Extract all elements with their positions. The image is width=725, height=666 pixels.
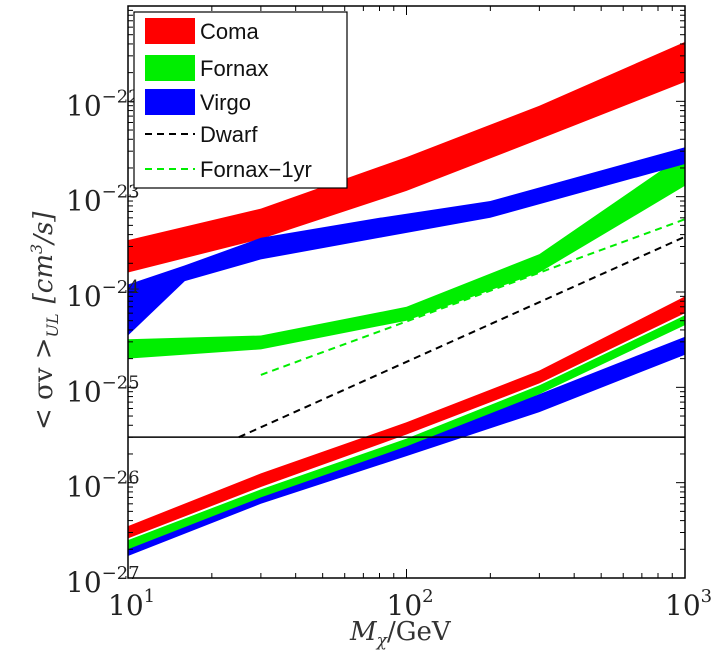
x-axis-title-main: M bbox=[349, 617, 378, 647]
legend-label-virgo: Virgo bbox=[200, 90, 251, 115]
x-tick-label-exp: 2 bbox=[422, 586, 433, 607]
band-virgo-2 bbox=[128, 147, 685, 336]
legend: Coma Fornax Virgo Dwarf Fornax−1yr bbox=[133, 11, 348, 189]
y-tick-label: 10−23 bbox=[66, 182, 140, 218]
y-tick-label-exp: −26 bbox=[102, 468, 140, 489]
x-tick-label: 102 bbox=[387, 586, 434, 622]
line-fornax-1yr bbox=[260, 218, 686, 376]
y-tick-label-base: 10 bbox=[66, 280, 102, 313]
x-tick-label-base: 10 bbox=[387, 589, 423, 622]
plot-frame bbox=[127, 5, 686, 579]
y-tick-label: 10−26 bbox=[66, 468, 140, 504]
y-axis-title-units-tail: /s] bbox=[29, 211, 59, 247]
legend-swatch-fornax bbox=[145, 55, 195, 81]
band-fornax-5 bbox=[128, 315, 685, 550]
y-tick-label: 10−22 bbox=[66, 86, 140, 122]
y-axis-title-sub: UL bbox=[43, 313, 62, 337]
legend-swatch-coma bbox=[145, 18, 195, 44]
y-axis-title: < σv >UL [cm3/s] bbox=[27, 211, 62, 430]
y-tick-label: 10−24 bbox=[66, 277, 140, 313]
x-tick-label: 103 bbox=[665, 586, 712, 622]
band-coma-0 bbox=[128, 41, 685, 273]
legend-swatch-virgo bbox=[145, 89, 195, 115]
y-tick-label-base: 10 bbox=[66, 375, 102, 408]
x-tick-label-base: 10 bbox=[665, 589, 701, 622]
y-axis-title-units: [cm bbox=[29, 254, 59, 303]
y-tick-label-exp: −25 bbox=[102, 372, 140, 393]
y-tick-label-exp: −27 bbox=[102, 563, 140, 584]
y-tick-label-base: 10 bbox=[66, 89, 102, 122]
x-tick-label-exp: 1 bbox=[144, 586, 155, 607]
line-dwarf bbox=[238, 235, 686, 439]
legend-label-fornax-1yr: Fornax−1yr bbox=[200, 157, 312, 182]
y-tick-label-base: 10 bbox=[66, 185, 102, 218]
x-axis-title: Mχ/GeV bbox=[349, 617, 452, 651]
x-axis-title-sub: χ bbox=[376, 631, 389, 651]
x-tick-label-exp: 3 bbox=[701, 586, 712, 607]
y-tick-label-base: 10 bbox=[66, 471, 102, 504]
legend-label-fornax: Fornax bbox=[200, 56, 268, 81]
x-tick-label-base: 10 bbox=[108, 589, 144, 622]
y-tick-label-exp: −22 bbox=[102, 86, 140, 107]
legend-label-dwarf: Dwarf bbox=[200, 122, 258, 147]
x-axis-title-tail: /GeV bbox=[387, 617, 452, 647]
y-tick-label-exp: −24 bbox=[102, 277, 140, 298]
band-fornax-1 bbox=[128, 154, 685, 359]
y-axis-title-left: < σv > bbox=[29, 337, 59, 430]
legend-label-coma: Coma bbox=[200, 19, 259, 44]
y-tick-label-base: 10 bbox=[66, 566, 102, 599]
lines-layer bbox=[128, 218, 686, 439]
y-tick-label-exp: −23 bbox=[102, 182, 140, 203]
band-coma-3 bbox=[128, 296, 685, 539]
bands-layer bbox=[128, 41, 685, 556]
y-tick-label: 10−25 bbox=[66, 372, 140, 408]
x-tick-label: 101 bbox=[108, 586, 155, 622]
y-axis-title-units-sup: 3 bbox=[27, 244, 46, 254]
